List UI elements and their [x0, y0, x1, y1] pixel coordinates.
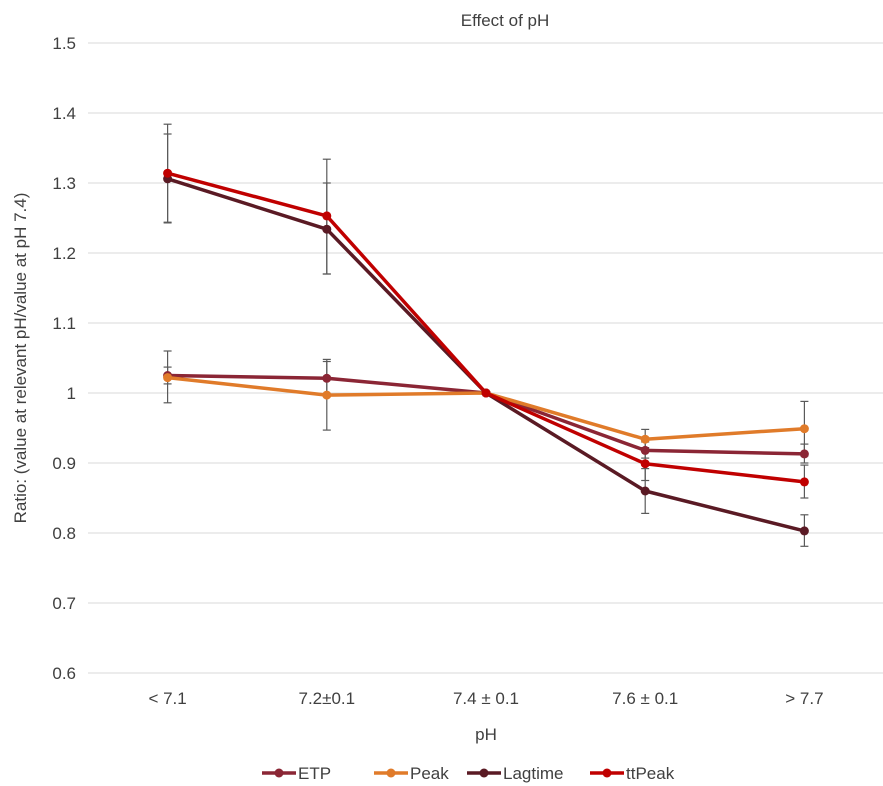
series-lines [168, 173, 805, 531]
legend-item-etp: ETP [262, 764, 331, 783]
chart-title: Effect of pH [461, 11, 550, 30]
y-tick-label: 0.7 [52, 594, 76, 613]
data-point-peak [163, 373, 172, 382]
y-tick-label: 1.1 [52, 314, 76, 333]
legend-label: Lagtime [503, 764, 563, 783]
legend-item-lagtime: Lagtime [467, 764, 563, 783]
legend-label: Peak [410, 764, 449, 783]
legend-marker [480, 769, 489, 778]
y-tick-label: 1.3 [52, 174, 76, 193]
x-axis-title: pH [475, 725, 497, 744]
data-point-peak [322, 391, 331, 400]
data-point-ttpeak [800, 477, 809, 486]
data-point-peak [800, 424, 809, 433]
data-point-etp [322, 374, 331, 383]
data-point-lagtime [800, 526, 809, 535]
y-tick-labels: 0.6 0.7 0.8 0.9 1 1.1 1.2 1.3 1.4 1.5 [52, 34, 76, 683]
y-tick-label: 1 [67, 384, 76, 403]
y-tick-label: 1.2 [52, 244, 76, 263]
x-tick-labels: < 7.1 7.2±0.1 7.4 ± 0.1 7.6 ± 0.1 > 7.7 [148, 689, 823, 708]
legend: ETP Peak Lagtime ttPeak [262, 764, 675, 783]
data-point-peak [641, 435, 650, 444]
data-point-lagtime [641, 487, 650, 496]
y-tick-label: 1.5 [52, 34, 76, 53]
x-tick-label: 7.4 ± 0.1 [453, 689, 519, 708]
legend-marker [387, 769, 396, 778]
data-point-ttpeak [482, 389, 491, 398]
data-point-ttpeak [641, 459, 650, 468]
legend-item-peak: Peak [374, 764, 449, 783]
data-points [163, 169, 809, 536]
legend-label: ETP [298, 764, 331, 783]
series-line-lagtime [168, 179, 805, 531]
data-point-ttpeak [163, 169, 172, 178]
y-tick-label: 0.8 [52, 524, 76, 543]
y-axis-title: Ratio: (value at relevant pH/value at pH… [11, 193, 30, 524]
error-bars [164, 124, 809, 546]
legend-item-ttpeak: ttPeak [590, 764, 675, 783]
y-tick-label: 0.6 [52, 664, 76, 683]
x-tick-label: 7.2±0.1 [298, 689, 355, 708]
legend-marker [603, 769, 612, 778]
x-tick-label: < 7.1 [148, 689, 186, 708]
data-point-etp [800, 449, 809, 458]
data-point-etp [641, 446, 650, 455]
legend-marker [275, 769, 284, 778]
y-tick-label: 0.9 [52, 454, 76, 473]
gridlines [88, 43, 883, 673]
x-tick-label: > 7.7 [785, 689, 823, 708]
y-tick-label: 1.4 [52, 104, 76, 123]
data-point-ttpeak [322, 211, 331, 220]
legend-label: ttPeak [626, 764, 675, 783]
series-line-peak [168, 378, 805, 440]
x-tick-label: 7.6 ± 0.1 [612, 689, 678, 708]
data-point-lagtime [322, 225, 331, 234]
